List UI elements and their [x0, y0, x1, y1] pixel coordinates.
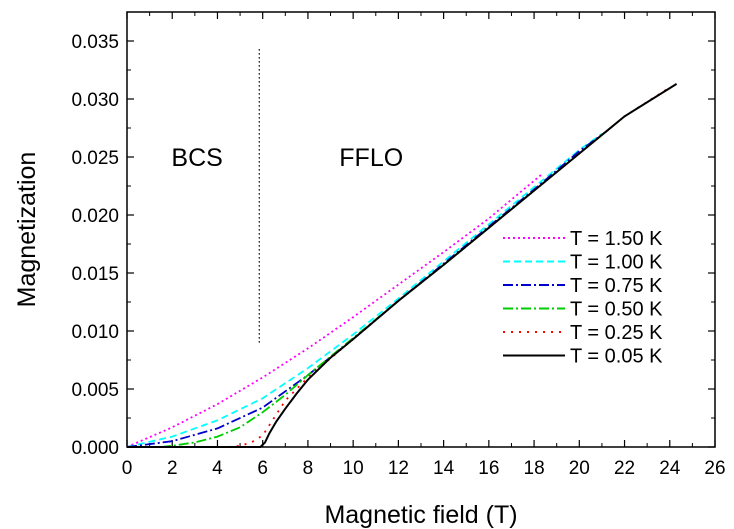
- x-tick-label: 24: [659, 458, 681, 479]
- legend: T = 1.50 KT = 1.00 KT = 0.75 KT = 0.50 K…: [503, 228, 663, 368]
- x-tick-label: 4: [212, 458, 223, 479]
- series-lines: [126, 83, 678, 448]
- legend-label: T = 1.50 K: [570, 228, 663, 250]
- ticks: 0 2 4 6 8 10 12 14 16 18 20 22 24 260.0000.0050.0100.…: [71, 11, 726, 479]
- legend-label: T = 0.50 K: [570, 299, 663, 321]
- x-tick-label: 18: [524, 458, 545, 479]
- series-line-1: [126, 133, 603, 448]
- region-label-bcs: BCS: [171, 144, 222, 172]
- y-tick-label: 0.010: [71, 322, 119, 343]
- x-tick-label: 6: [257, 458, 268, 479]
- x-tick-label: 2: [167, 458, 178, 479]
- x-tick-label: 12: [388, 458, 409, 479]
- legend-label: T = 0.25 K: [570, 322, 663, 344]
- x-tick-label: 14: [433, 458, 455, 479]
- x-tick-label: 26: [704, 458, 725, 479]
- y-tick-label: 0.030: [71, 90, 119, 111]
- x-tick-label: 22: [614, 458, 635, 479]
- y-tick-label: 0.005: [71, 380, 119, 401]
- legend-label: T = 1.00 K: [570, 252, 663, 274]
- y-tick-label: 0.020: [71, 206, 119, 227]
- x-tick-label: 16: [478, 458, 499, 479]
- y-tick-label: 0.015: [71, 264, 119, 285]
- region-label-fflo: FFLO: [339, 144, 403, 172]
- x-tick-label: 10: [343, 458, 364, 479]
- legend-label: T = 0.05 K: [570, 346, 663, 368]
- series-line-2: [126, 127, 612, 448]
- x-tick-label: 0: [122, 458, 133, 479]
- y-tick-label: 0.000: [71, 438, 119, 459]
- x-axis-title: Magnetic field (T): [324, 501, 517, 529]
- y-tick-label: 0.025: [71, 148, 119, 169]
- series-line-5: [127, 83, 678, 448]
- y-axis-title: Magnetization: [13, 152, 41, 308]
- y-tick-label: 0.035: [71, 32, 119, 53]
- legend-label: T = 0.75 K: [570, 275, 663, 297]
- series-line-0: [126, 172, 544, 448]
- x-tick-label: 20: [569, 458, 590, 479]
- x-tick-label: 8: [303, 458, 314, 479]
